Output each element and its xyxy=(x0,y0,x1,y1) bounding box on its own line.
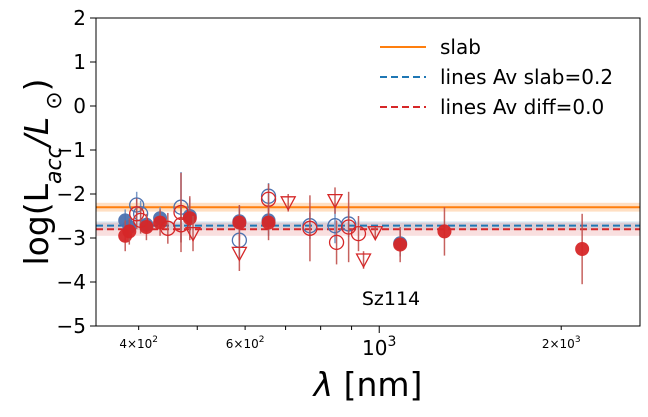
data-point xyxy=(232,205,247,241)
data-point xyxy=(355,251,372,269)
filled-circle-marker xyxy=(261,215,276,230)
y-tick-label: −4 xyxy=(57,270,86,294)
data-point xyxy=(326,187,344,214)
open-triangle-marker xyxy=(231,246,248,262)
data-point xyxy=(231,235,248,271)
filled-circle-marker xyxy=(153,215,168,230)
legend-label: lines Av slab=0.2 xyxy=(440,65,613,89)
y-tick-label: 2 xyxy=(73,6,86,30)
x-tick-label: 6×102 xyxy=(226,335,265,351)
data-point xyxy=(261,205,276,241)
y-axis-ticks: 2 1 0 −1 −2 −3 −4 −5 xyxy=(57,6,96,338)
filled-circle-marker xyxy=(122,224,137,239)
y-tick-label: −3 xyxy=(57,226,86,250)
open-triangle-marker xyxy=(280,196,297,212)
data-point xyxy=(393,227,408,263)
data-point xyxy=(367,226,384,242)
open-circle-marker xyxy=(328,234,345,251)
data-point xyxy=(139,213,154,241)
filled-circle-marker xyxy=(139,220,154,234)
open-circle-marker xyxy=(302,220,318,236)
legend-label: lines Av diff=0.0 xyxy=(440,95,604,119)
x-axis-ticks: 4×102 6×102 103 2×103 xyxy=(119,326,581,360)
data-point xyxy=(350,216,367,252)
data-point xyxy=(575,213,590,285)
lines-av-slab-band xyxy=(96,221,640,231)
open-triangle-marker xyxy=(326,193,344,209)
y-tick-label: 0 xyxy=(73,94,86,118)
data-point xyxy=(280,194,297,212)
annotation-label: Sz114 xyxy=(362,288,420,310)
filled-circle-marker xyxy=(393,237,408,252)
open-triangle-marker xyxy=(184,226,202,242)
y-tick-label: −1 xyxy=(57,138,86,162)
data-point xyxy=(184,216,202,252)
y-tick-label: 1 xyxy=(73,50,86,74)
data-point xyxy=(302,195,318,262)
data-point xyxy=(328,220,345,265)
filled-circle-marker xyxy=(232,215,247,230)
x-tick-label: 4×102 xyxy=(119,335,158,351)
y-axis-label: log(Lacc/L ⊙) xyxy=(17,78,67,265)
data-point xyxy=(153,209,168,236)
legend: slab lines Av slab=0.2 lines Av diff=0.0 xyxy=(380,35,613,119)
data-point xyxy=(122,218,137,245)
plot-frame xyxy=(95,17,641,327)
data-points xyxy=(118,172,590,285)
y-tick-label: −5 xyxy=(57,314,86,338)
open-triangle-marker xyxy=(355,253,372,269)
filled-circle-marker xyxy=(182,211,197,226)
y-tick-label: −2 xyxy=(57,182,86,206)
legend-label: slab xyxy=(440,35,481,59)
open-circle-marker xyxy=(350,225,367,242)
x-tick-label: 2×103 xyxy=(542,335,581,351)
x-tick-label: 103 xyxy=(362,334,396,360)
filled-circle-marker xyxy=(575,242,590,256)
filled-circle-marker xyxy=(437,224,452,239)
x-axis-label: λ [nm] xyxy=(312,365,423,404)
open-triangle-marker xyxy=(367,226,384,242)
data-point xyxy=(437,207,452,256)
